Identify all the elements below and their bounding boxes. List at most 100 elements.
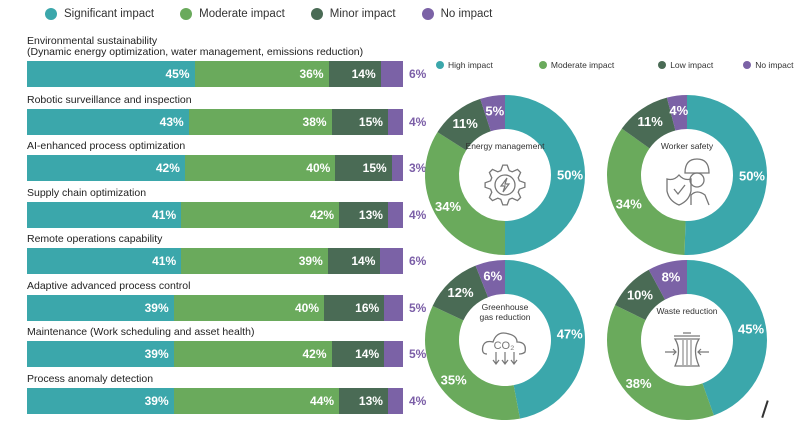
bar-segment-significant-impact: 41% <box>27 248 182 274</box>
worker-shield-icon <box>666 158 710 206</box>
donut-slice-high-impact <box>687 260 767 416</box>
stacked-bar: 39% 44% 13% 4% <box>27 388 426 414</box>
bar-segment-minor-impact: 13% <box>339 388 388 414</box>
bar-segment-moderate-impact: 44% <box>173 388 340 414</box>
data-label: 40% <box>294 301 320 315</box>
bar-row: Robotic surveillance and inspection 43% 38… <box>27 95 447 135</box>
category-label: Process anomaly detection <box>27 373 154 385</box>
donut-title: Worker safety <box>661 141 714 151</box>
category-label: Remote operations capability <box>27 233 163 245</box>
legend-swatch <box>658 61 667 69</box>
bar-segment-minor-impact: 15% <box>335 155 392 181</box>
legend-item: Significant impact <box>45 8 154 20</box>
co2-cloud-icon: CO₂ <box>481 332 526 365</box>
data-label-no-impact: 4% <box>409 115 427 129</box>
bin-icon <box>673 338 701 367</box>
slice-label: 34% <box>616 196 642 211</box>
legend-label: High impact <box>448 60 493 70</box>
down-arrow-icon <box>501 352 509 365</box>
stacked-bar: 43% 38% 15% 4% <box>27 109 426 135</box>
bar-segment-moderate-impact: 38% <box>188 109 332 135</box>
data-label-no-impact: 3% <box>409 161 427 175</box>
stacked-bar: 45% 36% 14% 6% <box>27 61 426 87</box>
donut-slice-high-impact <box>505 260 586 419</box>
bar-segment-minor-impact: 16% <box>324 295 385 321</box>
check-icon <box>673 184 686 196</box>
data-label: 44% <box>310 394 335 408</box>
legend-label: No impact <box>440 8 493 20</box>
legend-item: Low impact <box>658 60 713 70</box>
bar-segment-significant-impact: 45% <box>27 61 195 87</box>
bar-segment-no-impact <box>384 341 403 367</box>
donut-title: Energy management <box>466 141 546 151</box>
legend-swatch <box>743 61 752 69</box>
stacked-bar: 39% 42% 14% 5% <box>27 341 426 367</box>
bar-row: Supply chain optimization 41% 42% 13% 4% <box>27 188 447 228</box>
data-label-no-impact: 4% <box>409 208 427 222</box>
down-arrow-icon <box>492 352 500 365</box>
hardhat-icon <box>684 158 710 174</box>
compress-bin-icon <box>665 332 709 367</box>
donut-slice-no-impact <box>480 95 505 132</box>
slice-label: 47% <box>557 326 583 341</box>
category-label: Supply chain optimization <box>27 187 147 199</box>
data-label: 41% <box>152 254 177 268</box>
legend-label: Minor impact <box>329 8 396 20</box>
legend-swatch <box>421 8 434 20</box>
legend-swatch <box>310 8 323 20</box>
data-label: 43% <box>159 115 184 129</box>
data-label: 14% <box>351 67 376 81</box>
bar-row: AI-enhanced process optimization 42% 40% 15… <box>27 141 447 181</box>
data-label: 15% <box>362 161 387 175</box>
data-label-no-impact: 5% <box>409 301 427 315</box>
bar-segment-minor-impact: 14% <box>327 248 381 274</box>
data-label: 42% <box>155 161 180 175</box>
bar-segment-moderate-impact: 36% <box>194 61 329 87</box>
bar-segment-moderate-impact: 40% <box>184 155 336 181</box>
slice-label: 50% <box>557 168 583 183</box>
slice-label: 6% <box>483 269 502 284</box>
slice-label: 5% <box>485 103 504 118</box>
data-label: 39% <box>144 347 169 361</box>
bin-lid-icon <box>674 332 700 337</box>
data-label: 42% <box>302 347 327 361</box>
bar-segment-moderate-impact: 42% <box>173 341 332 367</box>
donut-slice-no-impact <box>475 260 505 298</box>
cloud-icon <box>481 332 526 355</box>
bar-row: Process anomaly detection 39% 44% 13% 4% <box>27 374 447 414</box>
bar-segment-significant-impact: 42% <box>27 155 185 181</box>
data-label: 42% <box>310 208 335 222</box>
data-label: 39% <box>144 394 169 408</box>
donut-title: gas reduction <box>479 312 530 322</box>
slice-label: 38% <box>626 376 652 391</box>
data-label: 14% <box>351 254 376 268</box>
gear-icon <box>484 164 526 206</box>
bar-segment-significant-impact: 39% <box>27 295 174 321</box>
donut-title: Greenhouse <box>482 302 529 312</box>
legend-label: Moderate impact <box>199 8 285 20</box>
donut-worker-safety: 50% 34% 11% 4% Worker safety <box>607 95 768 256</box>
category-label: Adaptive advanced process control <box>27 280 191 292</box>
bar-segment-minor-impact: 15% <box>331 109 388 135</box>
legend-item: No impact <box>743 60 793 70</box>
donut-slice-low-impact <box>432 265 489 321</box>
slice-label: 11% <box>637 114 663 129</box>
slice-label: 11% <box>453 116 479 131</box>
data-label: 41% <box>152 208 177 222</box>
data-label: 13% <box>358 394 383 408</box>
bar-segment-no-impact <box>387 388 403 414</box>
legend-item: Moderate impact <box>538 60 614 70</box>
bar-segment-no-impact <box>387 109 403 135</box>
bar-segment-moderate-impact: 39% <box>181 248 328 274</box>
bar-segment-minor-impact: 13% <box>339 202 388 228</box>
donut-slice-high-impact <box>505 95 585 255</box>
legend-item: Moderate impact <box>180 8 285 20</box>
bar-legend: Significant impact Moderate impact Minor i… <box>45 8 518 20</box>
legend-item: Minor impact <box>310 8 396 20</box>
donut-waste-reduction: 45% 38% 10% 8% Waste reduction <box>607 260 767 420</box>
gear-hub <box>494 174 516 196</box>
donut-slice-moderate-impact <box>425 305 520 420</box>
bar-segment-no-impact <box>384 295 403 321</box>
